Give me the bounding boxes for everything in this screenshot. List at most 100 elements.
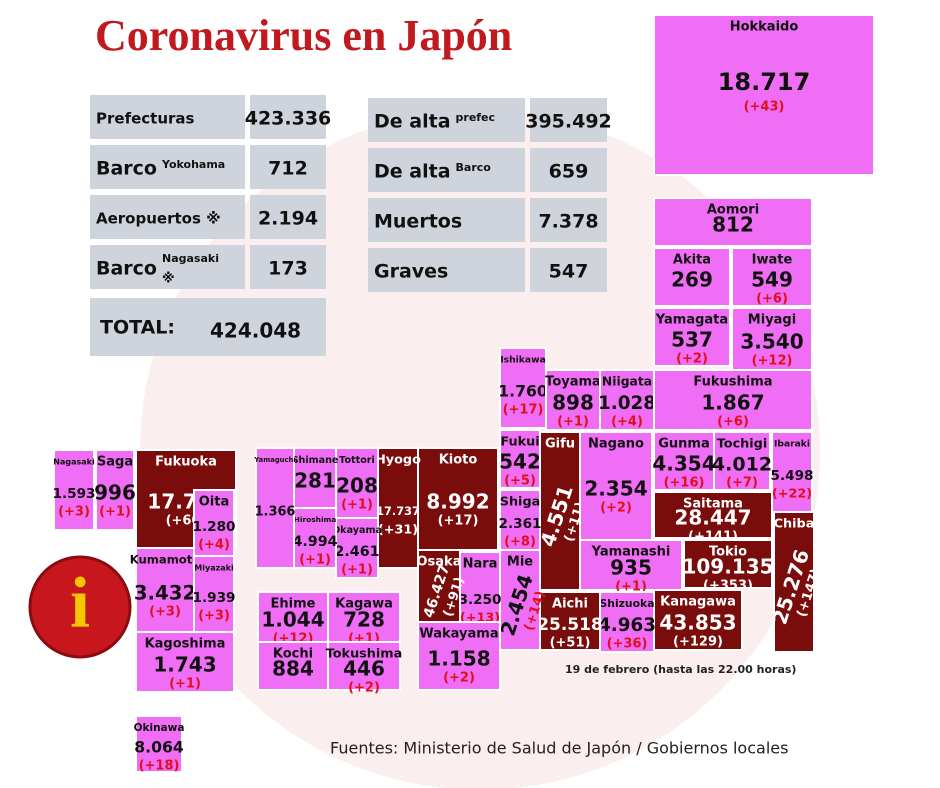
prefecture-figures: 208(+1)	[336, 474, 378, 513]
prefecture	[713, 431, 771, 491]
prefecture-name: Saitama	[683, 497, 743, 512]
stat-value-box	[530, 98, 607, 142]
prefecture-figures: 537(+2)	[671, 328, 713, 367]
stat-label: Aeropuertos ※	[96, 210, 221, 228]
prefecture-figures: 4.963(+36)	[598, 615, 656, 652]
prefecture-value: 281	[294, 469, 336, 493]
prefecture-figures: 25.518(+51)	[537, 615, 603, 651]
prefecture-name: Kanagawa	[660, 595, 736, 610]
prefecture-change: (+1)	[341, 498, 373, 513]
stat-value: 659	[549, 161, 589, 183]
prefecture	[683, 539, 773, 589]
prefecture-change: (+4)	[611, 415, 643, 430]
prefecture-name: Tokushima	[326, 647, 403, 662]
prefecture-name: Gifu	[545, 437, 575, 452]
prefecture-figures: 1.760 (+17)	[498, 382, 548, 418]
stat-label: Muertos	[374, 211, 462, 233]
prefecture-name: Shiga	[500, 495, 541, 510]
prefecture-name: Iwate	[752, 253, 793, 268]
stat-value: 547	[549, 261, 589, 283]
prefecture-name: Aichi	[552, 597, 588, 612]
prefecture-name: Tokio	[709, 545, 747, 560]
prefecture	[653, 247, 731, 307]
prefecture-value: 269	[671, 268, 713, 292]
prefecture-name: Hiroshima	[294, 515, 337, 524]
prefecture	[417, 549, 461, 623]
prefecture-change: (+17)	[503, 403, 544, 418]
prefecture-change: (+6)	[756, 292, 788, 307]
stat-mark: ※	[162, 272, 175, 287]
prefecture-change: (+5)	[504, 474, 536, 489]
stat-label-box	[368, 148, 525, 192]
prefecture-value: 1.939	[193, 590, 236, 606]
prefecture	[135, 715, 183, 773]
prefecture	[499, 429, 541, 489]
prefecture-name: Akita	[673, 253, 711, 268]
prefecture	[599, 591, 655, 653]
prefecture-name: Okayama	[332, 525, 382, 536]
prefecture-value: 1.044	[261, 608, 324, 632]
prefecture-value: 1.760	[498, 382, 548, 401]
prefecture	[327, 641, 401, 691]
prefecture-figures: 281	[294, 469, 336, 493]
prefecture-name: Yamanashi	[591, 545, 671, 560]
prefecture	[539, 431, 581, 591]
stat-value: 2.194	[258, 208, 318, 230]
prefecture-value: 208	[336, 474, 378, 498]
prefecture-name: Nara	[463, 557, 498, 572]
prefecture	[135, 547, 195, 633]
prefecture	[539, 591, 601, 651]
prefecture-name: Kagawa	[335, 597, 393, 612]
total-box	[90, 298, 326, 356]
stat-value-box	[530, 148, 607, 192]
prefecture	[95, 449, 135, 531]
prefecture-change: (+129)	[673, 635, 723, 650]
source: Fuentes: Ministerio de Salud de Japón / …	[330, 739, 788, 758]
prefecture-value: 25.518	[537, 615, 603, 635]
prefecture-figures: 43.853(+129)	[659, 611, 736, 650]
prefecture-value: 17.737	[376, 504, 420, 518]
stat-label-box	[90, 95, 245, 139]
prefecture-value: 4.963	[598, 615, 656, 636]
prefecture-value: 446	[343, 657, 385, 681]
prefecture-name: Ibaraki	[774, 440, 810, 450]
prefecture-figures: 1.280 (+4)	[193, 519, 236, 553]
prefecture	[335, 447, 379, 519]
prefecture-name: Fukushima	[693, 375, 772, 390]
prefecture-name: Kagoshima	[145, 637, 226, 652]
stat-label-box	[90, 145, 245, 189]
prefecture	[653, 197, 813, 247]
prefecture-figures: 8.064 (+18)	[134, 738, 184, 774]
prefecture	[579, 539, 683, 591]
prefecture-value: 1.366	[255, 505, 296, 520]
prefecture	[771, 431, 813, 513]
prefecture-change: (+16)	[664, 476, 705, 491]
prefecture-value: 4.012	[712, 454, 772, 476]
prefecture-figures: 935(+1)	[610, 556, 652, 595]
prefecture-figures: 1.939 (+3)	[193, 590, 236, 624]
title: Coronavirus en Japón	[95, 11, 512, 60]
stat-label: Prefecturas	[96, 110, 195, 128]
prefecture-name: Niigata	[602, 375, 652, 389]
info-letter: i	[70, 563, 90, 643]
prefecture-value: 5.498	[771, 468, 814, 484]
stat-value: 7.378	[538, 211, 598, 233]
prefecture-figures: 269	[671, 268, 713, 292]
prefecture-figures: 4.994 (+1)	[292, 534, 337, 568]
stat-value: 423.336	[245, 108, 332, 130]
prefecture-change: (+17)	[438, 514, 479, 529]
stat-value-box	[530, 248, 607, 292]
prefecture	[731, 307, 813, 371]
prefecture	[417, 621, 501, 691]
prefecture-name: Kumamoto	[130, 553, 201, 567]
prefecture-name: Yamagata	[655, 313, 728, 328]
stat-label-box	[368, 248, 525, 292]
prefecture-value: 28.447	[674, 506, 751, 530]
prefecture-value: 109.135	[682, 555, 773, 579]
prefecture-value: 542	[499, 450, 541, 474]
prefecture-figures: 728(+1)	[343, 608, 385, 647]
prefecture-figures: 898(+1)	[552, 391, 594, 430]
prefecture-change: (+3)	[198, 609, 230, 624]
prefecture-change: (+1)	[341, 563, 373, 578]
